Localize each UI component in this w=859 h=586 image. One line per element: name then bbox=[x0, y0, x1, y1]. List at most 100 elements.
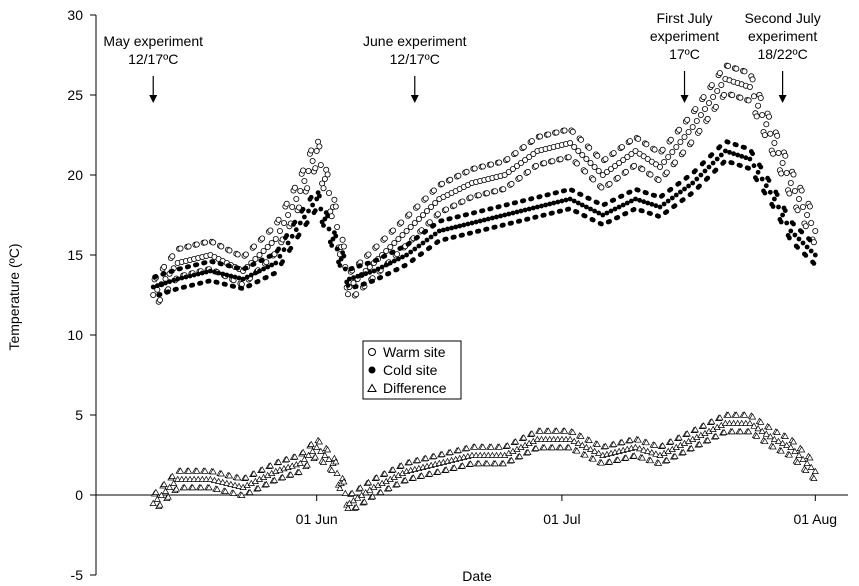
cold-site-point bbox=[808, 248, 814, 254]
warm-site-point bbox=[516, 174, 523, 181]
difference-point bbox=[635, 444, 644, 452]
cold-site-point bbox=[379, 264, 385, 270]
y-tick-label: 25 bbox=[67, 87, 83, 103]
warm-site-point bbox=[317, 161, 324, 168]
difference-point bbox=[728, 427, 736, 435]
cold-site-point bbox=[265, 264, 271, 270]
warm-site-point bbox=[725, 63, 732, 70]
difference-point bbox=[296, 459, 304, 466]
cold-site-point bbox=[439, 218, 445, 224]
cold-site-point bbox=[195, 271, 201, 277]
x-tick-label: 01 Jul bbox=[543, 511, 580, 527]
cold-site-point bbox=[653, 203, 659, 209]
warm-site-point bbox=[800, 203, 807, 210]
cold-site-point bbox=[682, 186, 687, 192]
cold-site-point bbox=[582, 213, 588, 219]
difference-point bbox=[172, 485, 181, 492]
difference-point bbox=[332, 458, 340, 465]
cold-site-point bbox=[330, 236, 336, 242]
series-warm-site bbox=[150, 62, 819, 305]
warm-site-point bbox=[602, 156, 609, 163]
warm-site-point bbox=[755, 102, 762, 109]
cold-site-point bbox=[169, 268, 175, 274]
warm-site-point bbox=[598, 184, 605, 191]
cold-site-point bbox=[739, 153, 745, 159]
warm-site-point bbox=[520, 144, 527, 151]
cold-site-point bbox=[506, 211, 512, 217]
warm-site-point bbox=[334, 223, 341, 230]
cold-site-point bbox=[157, 292, 163, 297]
cold-site-point bbox=[187, 273, 193, 279]
cold-site-point bbox=[378, 275, 384, 280]
cold-site-point bbox=[191, 272, 197, 278]
difference-point bbox=[659, 442, 667, 449]
difference-point bbox=[153, 495, 161, 502]
cold-site-point bbox=[150, 284, 156, 290]
warm-site-point bbox=[492, 188, 499, 195]
warm-site-point bbox=[661, 158, 668, 165]
warm-site-point bbox=[285, 211, 292, 218]
warm-site-point bbox=[267, 227, 274, 234]
difference-point bbox=[381, 470, 389, 477]
cold-site-point bbox=[285, 240, 291, 246]
warm-site-point bbox=[312, 165, 319, 172]
difference-point bbox=[229, 489, 238, 496]
warm-site-point bbox=[624, 153, 631, 160]
warm-site-point bbox=[676, 126, 683, 133]
cold-site-point bbox=[363, 271, 369, 277]
difference-point bbox=[152, 488, 160, 495]
difference-point bbox=[176, 467, 185, 474]
warm-site-point bbox=[680, 149, 687, 156]
difference-point bbox=[803, 459, 811, 466]
warm-site-point bbox=[616, 159, 623, 166]
cold-site-point bbox=[763, 183, 769, 189]
cold-site-point bbox=[292, 219, 298, 225]
cold-site-point bbox=[490, 215, 495, 221]
cold-site-point bbox=[228, 273, 234, 279]
cold-site-point bbox=[725, 139, 731, 145]
warm-site-point bbox=[423, 207, 430, 214]
cold-site-point bbox=[349, 266, 355, 271]
legend-marker-warm-site bbox=[368, 348, 376, 356]
cold-site-point bbox=[652, 193, 657, 198]
difference-point bbox=[266, 462, 275, 469]
cold-site-point bbox=[175, 276, 181, 282]
warm-site-point bbox=[309, 157, 316, 164]
warm-site-point bbox=[395, 235, 402, 242]
warm-site-point bbox=[573, 160, 580, 167]
cold-site-point bbox=[441, 227, 446, 233]
cold-site-point bbox=[310, 202, 315, 208]
warm-site-point bbox=[782, 152, 789, 159]
difference-point bbox=[724, 411, 732, 418]
cold-site-point bbox=[216, 270, 222, 276]
difference-point bbox=[333, 469, 341, 476]
cold-site-point bbox=[321, 223, 326, 228]
difference-point bbox=[716, 414, 724, 421]
cold-site-point bbox=[247, 283, 253, 288]
difference-point bbox=[507, 456, 516, 463]
cold-site-point bbox=[351, 275, 356, 281]
cold-site-point bbox=[755, 169, 761, 175]
difference-point bbox=[160, 480, 168, 487]
cold-site-point bbox=[212, 269, 217, 275]
difference-point bbox=[746, 419, 754, 426]
cold-site-point bbox=[649, 201, 655, 207]
cold-site-point bbox=[558, 208, 563, 214]
cold-site-point bbox=[302, 214, 307, 220]
warm-site-point bbox=[582, 168, 589, 175]
cold-site-point bbox=[505, 202, 510, 208]
cold-site-point bbox=[596, 210, 602, 216]
difference-point bbox=[736, 427, 745, 435]
warm-site-point bbox=[751, 93, 758, 100]
difference-point bbox=[303, 461, 311, 468]
warm-site-point bbox=[571, 143, 578, 150]
cold-site-point bbox=[543, 202, 548, 208]
cold-site-point bbox=[159, 281, 164, 287]
warm-site-point bbox=[681, 133, 688, 140]
warm-site-point bbox=[783, 169, 790, 176]
legend-marker-difference bbox=[367, 383, 377, 392]
cold-site-point bbox=[526, 206, 532, 212]
difference-point bbox=[217, 470, 225, 477]
warm-site-point bbox=[291, 184, 298, 191]
warm-site-point bbox=[786, 190, 793, 197]
